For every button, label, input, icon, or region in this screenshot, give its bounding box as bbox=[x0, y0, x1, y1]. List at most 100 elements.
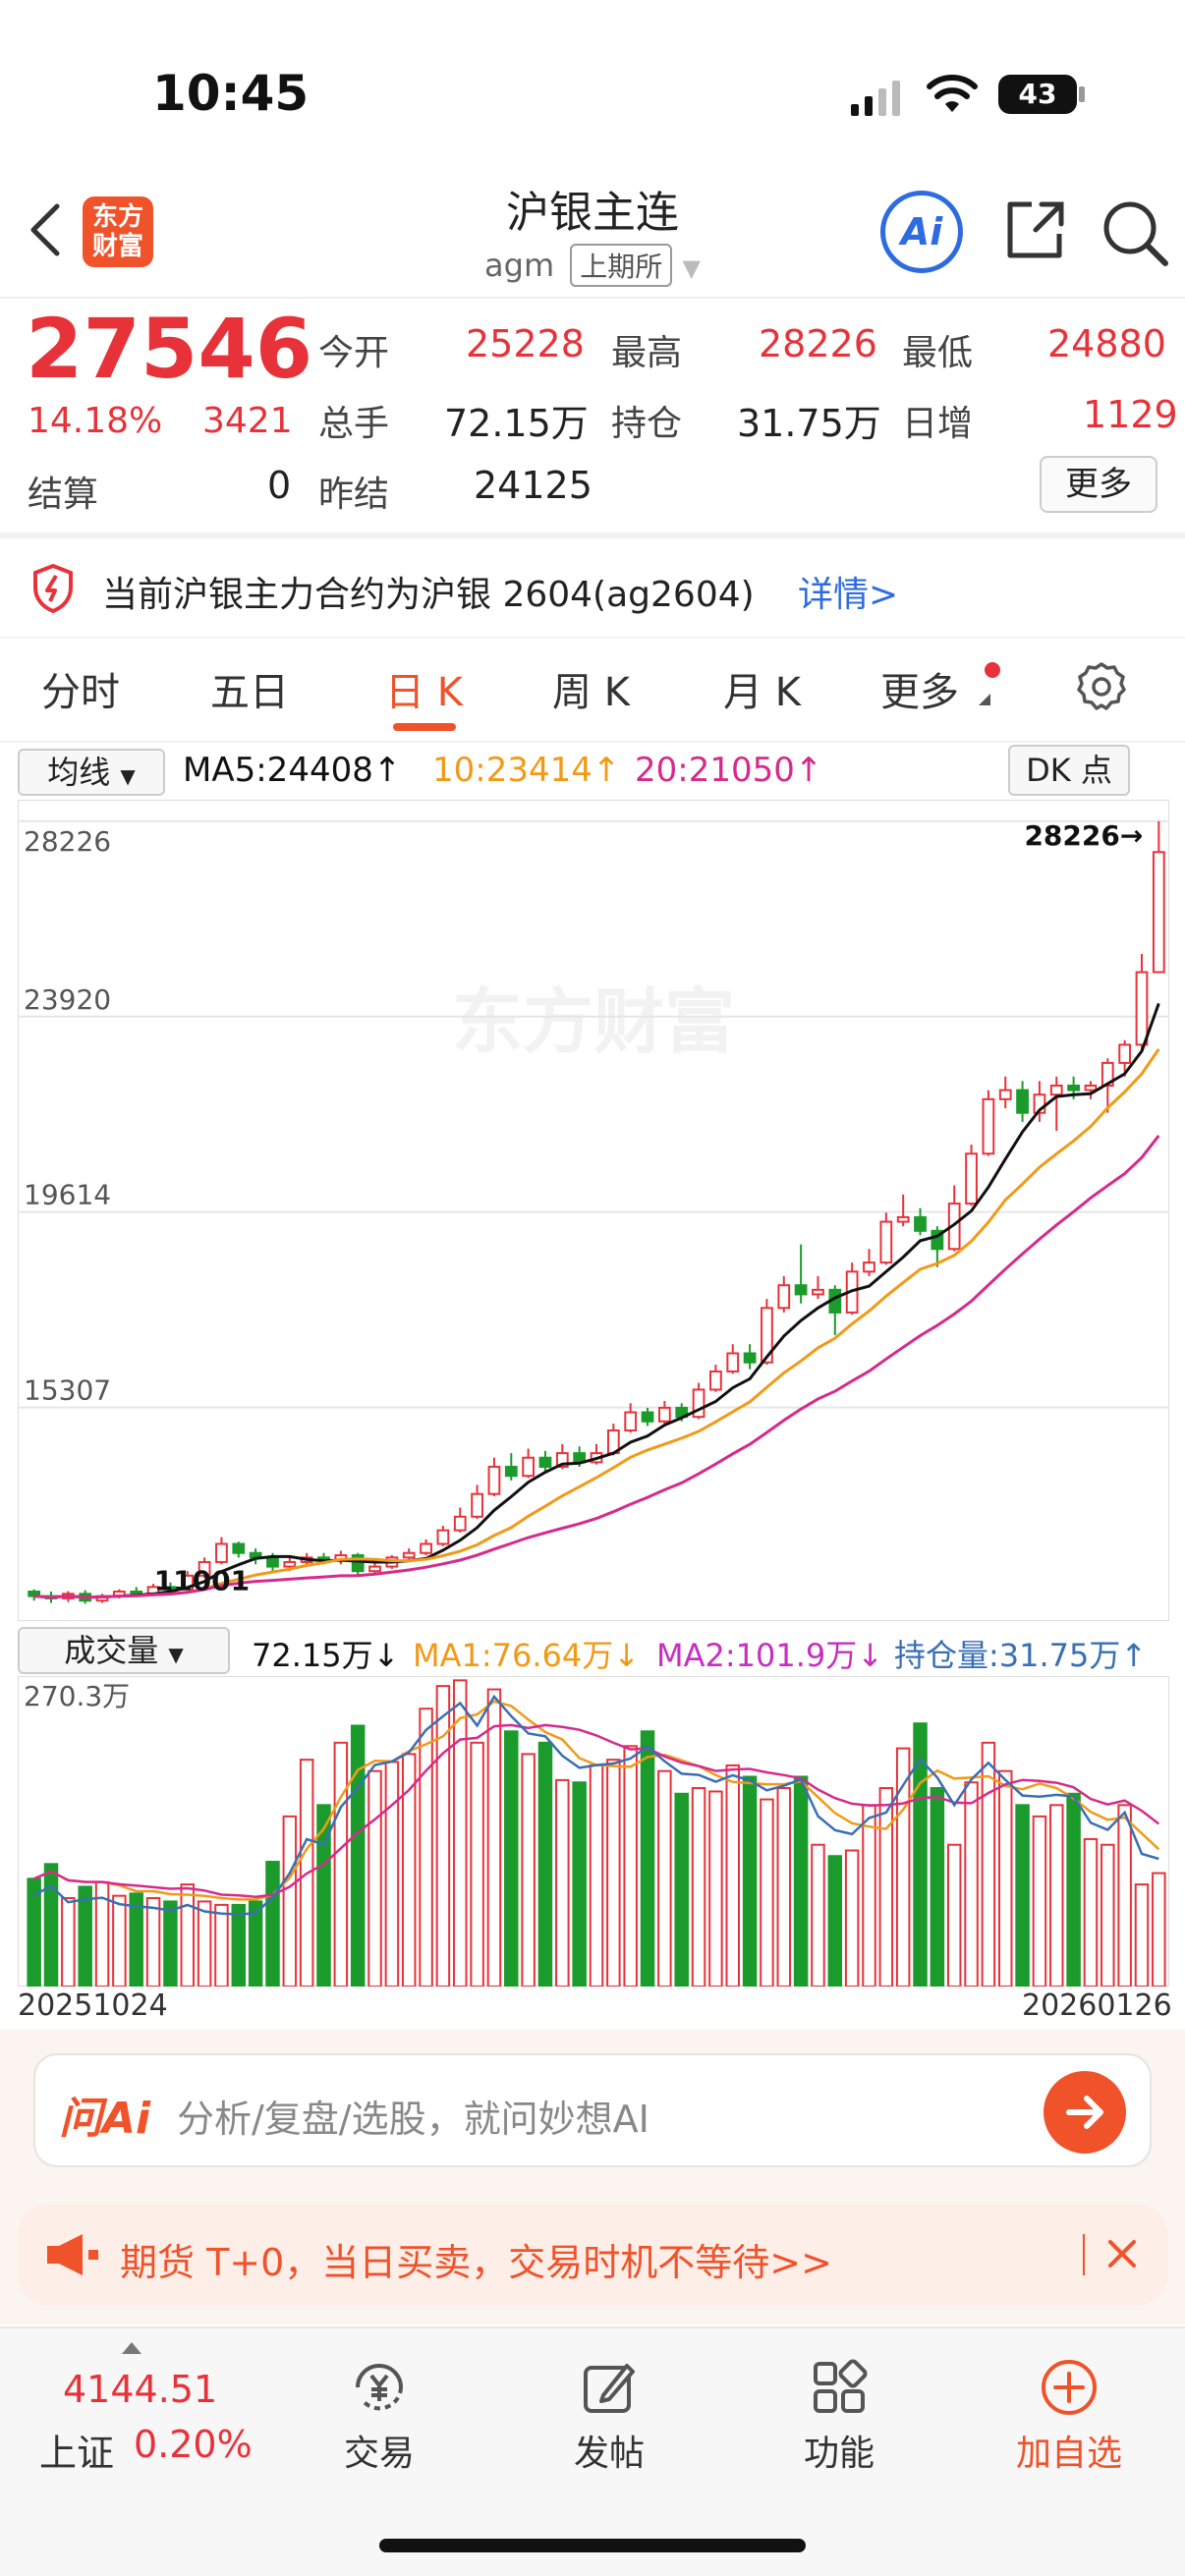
volume-bar bbox=[657, 1769, 672, 1987]
volume-bar bbox=[367, 1769, 382, 1987]
index-name: 上证 bbox=[39, 2432, 115, 2475]
volume-bar bbox=[981, 1741, 996, 1987]
more-quote-button[interactable]: 更多 bbox=[1040, 456, 1157, 513]
ai-label: Ai bbox=[900, 210, 943, 253]
volume-indicator-select[interactable]: 成交量 ▼ bbox=[18, 1627, 230, 1674]
settle-value: 0 bbox=[267, 464, 292, 507]
dk-point-button[interactable]: DK 点 bbox=[1008, 745, 1130, 796]
tab-weekly-k[interactable]: 周 K bbox=[552, 670, 630, 715]
volume-bar bbox=[878, 1787, 894, 1987]
volume-bar bbox=[333, 1741, 349, 1987]
volume-bar bbox=[589, 1764, 604, 1987]
volume-bar bbox=[453, 1679, 468, 1987]
open-value: 25228 bbox=[466, 322, 585, 365]
volume-bar bbox=[691, 1787, 706, 1987]
candle-body bbox=[657, 1406, 671, 1423]
index-expand-icon[interactable] bbox=[122, 2342, 141, 2354]
close-icon[interactable] bbox=[1102, 2234, 1142, 2277]
candle-body bbox=[863, 1261, 875, 1273]
share-icon[interactable] bbox=[1000, 196, 1069, 269]
nav-post[interactable]: 发帖 bbox=[521, 2358, 698, 2505]
candle-body bbox=[351, 1554, 365, 1573]
candle-body bbox=[487, 1465, 501, 1495]
volume-bar bbox=[163, 1900, 178, 1987]
volume-bar bbox=[27, 1877, 41, 1987]
promo-text: 期货 T+0，当日买卖，交易时机不等待>> bbox=[120, 2241, 832, 2284]
ai-button[interactable]: Ai bbox=[880, 191, 963, 273]
tab-five-day[interactable]: 五日 bbox=[210, 670, 289, 715]
contract-subtitle[interactable]: agm 上期所 ▼ bbox=[0, 244, 1185, 287]
candle-body bbox=[471, 1492, 483, 1518]
ask-ai-input[interactable]: 问Ai 分析/复盘/选股，就问妙想AI bbox=[33, 2053, 1152, 2167]
ask-ai-send-button[interactable] bbox=[1044, 2071, 1126, 2154]
caret-down-icon: ▼ bbox=[682, 254, 701, 282]
tab-monthly-k[interactable]: 月 K bbox=[723, 670, 801, 715]
back-icon[interactable] bbox=[26, 200, 65, 263]
settings-gear-icon[interactable] bbox=[1075, 660, 1128, 717]
candle-body bbox=[1033, 1093, 1046, 1114]
volume-chart[interactable]: 270.3万 bbox=[18, 1676, 1169, 1987]
volume-bar bbox=[930, 1787, 945, 1987]
candle-body bbox=[215, 1542, 228, 1563]
high-annotation: 28226→ bbox=[1024, 819, 1143, 852]
notice-detail-link[interactable]: 详情> bbox=[798, 575, 899, 615]
home-indicator bbox=[379, 2539, 806, 2552]
header-divider bbox=[0, 297, 1185, 299]
y-tick-label: 15307 bbox=[24, 1374, 111, 1407]
candle-body bbox=[1100, 1061, 1114, 1087]
trade-icon bbox=[348, 2358, 468, 2421]
volume-bar bbox=[231, 1903, 247, 1987]
candle-body bbox=[28, 1590, 41, 1597]
notice-bar[interactable]: 当前沪银主力合约为沪银 2604(ag2604) 详情> bbox=[0, 542, 1185, 633]
nav-trade[interactable]: 交易 bbox=[291, 2358, 468, 2505]
candle-body bbox=[812, 1288, 824, 1296]
promo-banner[interactable]: 期货 T+0，当日买卖，交易时机不等待>> bbox=[18, 2205, 1167, 2305]
new-dot-icon bbox=[985, 662, 1000, 678]
volume-bar bbox=[862, 1804, 876, 1987]
candle-body bbox=[965, 1152, 978, 1205]
volume-ma-line-ma2 bbox=[33, 1723, 1160, 1898]
volume-bar bbox=[350, 1724, 366, 1987]
candle-body bbox=[709, 1370, 722, 1391]
volume-bar bbox=[708, 1790, 723, 1987]
open-label: 今开 bbox=[318, 333, 390, 373]
prev-settle-value: 24125 bbox=[474, 464, 592, 507]
tab-daily-k[interactable]: 日 K bbox=[385, 670, 463, 715]
ask-ai-brand: 问Ai bbox=[59, 2094, 151, 2144]
corner-caret-icon bbox=[979, 694, 990, 705]
low-annotation: 11001 bbox=[154, 1564, 250, 1596]
ma-select[interactable]: 均线 ▼ bbox=[18, 749, 165, 796]
chart-frame bbox=[18, 800, 1169, 1621]
tab-intraday[interactable]: 分时 bbox=[41, 670, 120, 715]
x-end-date: 20260126 bbox=[1022, 1988, 1172, 2023]
tab-more[interactable]: 更多 bbox=[880, 670, 959, 715]
volume-bar bbox=[623, 1745, 638, 1987]
notice-divider bbox=[0, 637, 1185, 639]
volume-bar bbox=[742, 1775, 758, 1987]
candle-body bbox=[641, 1411, 654, 1423]
status-time: 10:45 bbox=[152, 65, 310, 122]
compose-icon bbox=[580, 2358, 698, 2421]
volume-bar bbox=[384, 1761, 400, 1987]
index-value[interactable]: 4144.51 bbox=[63, 2368, 218, 2411]
candle-body bbox=[1152, 851, 1165, 974]
candle-body bbox=[896, 1215, 910, 1223]
volume-select-label: 成交量 bbox=[64, 1632, 159, 1669]
nav-add-watchlist[interactable]: 加自选 bbox=[981, 2358, 1157, 2505]
volume-value: 72.15万 bbox=[444, 402, 589, 445]
daily-increase-label: 日增 bbox=[902, 404, 974, 444]
candle-body bbox=[1084, 1084, 1098, 1092]
candlestick-chart[interactable]: 东方财富 28226 23920 19614 15307 28226→ 11001 bbox=[18, 800, 1169, 1621]
volume-bar bbox=[282, 1815, 298, 1987]
volume-bar bbox=[674, 1792, 689, 1987]
nav-functions[interactable]: 功能 bbox=[751, 2358, 928, 2505]
candle-body bbox=[1049, 1084, 1063, 1096]
volume-bar bbox=[248, 1900, 263, 1987]
volume-bar bbox=[997, 1769, 1013, 1987]
volume-bar bbox=[521, 1753, 536, 1987]
volume-bar bbox=[640, 1730, 655, 1987]
candle-body bbox=[164, 1586, 177, 1591]
change-percent: 14.18% bbox=[28, 401, 163, 441]
search-icon[interactable] bbox=[1099, 196, 1171, 273]
volume-bar bbox=[776, 1787, 792, 1987]
